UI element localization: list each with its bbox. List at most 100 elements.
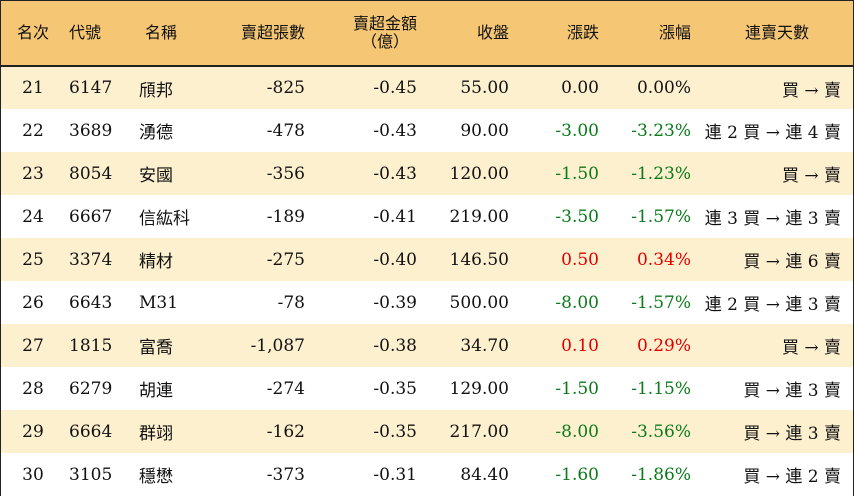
cell-code: 6664 (69, 421, 113, 442)
cell-name: 胡連 (139, 381, 173, 401)
cell-streak: 連 2 買 → 連 4 賣 (704, 123, 841, 143)
header-code: 代號 (65, 1, 133, 67)
table-row: 21 6147 頎邦 -825 -0.45 55.00 0.00 0.00% 買 → 賣 (1, 66, 853, 109)
cell-close: 217.00 (449, 421, 509, 442)
cell-pct: -1.15% (631, 378, 691, 399)
cell-pct: 0.34% (636, 249, 691, 270)
cell-change: 0.10 (561, 335, 599, 356)
cell-close: 500.00 (449, 292, 509, 313)
cell-rank: 29 (22, 421, 44, 442)
cell-net-sell-amount: -0.41 (373, 206, 417, 227)
header-net-sell-lots: 賣超張數 (223, 1, 315, 67)
cell-pct: -1.57% (631, 206, 691, 227)
table-row: 22 3689 湧德 -478 -0.43 90.00 -3.00 -3.23% 連 2 買 →… (1, 109, 853, 152)
cell-net-sell-lots: -356 (266, 163, 305, 184)
cell-net-sell-amount: -0.39 (373, 292, 417, 313)
cell-change: -1.50 (555, 378, 599, 399)
cell-streak: 買 → 賣 (781, 80, 841, 101)
cell-pct: -1.86% (631, 464, 691, 485)
cell-change: -8.00 (555, 421, 599, 442)
cell-net-sell-amount: -0.31 (373, 464, 417, 485)
table-row: 26 6643 M31 -78 -0.39 500.00 -8.00 -1.57% 連 2 買 … (1, 281, 853, 324)
cell-streak: 連 3 買 → 連 3 賣 (704, 209, 841, 229)
cell-net-sell-amount: -0.43 (373, 163, 417, 184)
cell-streak: 連 2 買 → 連 3 賣 (704, 295, 841, 315)
cell-name: 安國 (139, 166, 173, 186)
cell-streak: 買 → 連 3 賣 (743, 381, 841, 401)
header-net-sell-amount: 賣超金額 （億） (315, 1, 427, 67)
table-row: 23 8054 安國 -356 -0.43 120.00 -1.50 -1.23% 買 → 賣 (1, 152, 853, 195)
cell-pct: -1.23% (631, 163, 691, 184)
cell-pct: 0.29% (636, 335, 691, 356)
cell-net-sell-lots: -274 (266, 378, 305, 399)
cell-net-sell-amount: -0.40 (373, 249, 417, 270)
cell-close: 84.40 (460, 464, 509, 485)
cell-code: 1815 (69, 335, 113, 356)
header-change: 漲跌 (519, 1, 609, 67)
cell-name: M31 (139, 292, 179, 313)
cell-code: 3374 (69, 249, 113, 270)
cell-close: 146.50 (449, 249, 509, 270)
cell-net-sell-lots: -373 (266, 464, 305, 485)
table-row: 24 6667 信紘科 -189 -0.41 219.00 -3.50 -1.57% 連 3 買… (1, 195, 853, 238)
cell-net-sell-lots: -189 (266, 206, 305, 227)
cell-pct: -1.57% (631, 292, 691, 313)
cell-streak: 買 → 賣 (781, 166, 841, 186)
header-net-sell-amount-unit: （億） (360, 32, 409, 51)
cell-name: 信紘科 (139, 209, 190, 229)
cell-code: 6147 (69, 78, 113, 98)
cell-name: 湧德 (139, 123, 173, 143)
cell-code: 3105 (69, 464, 113, 485)
cell-close: 120.00 (449, 163, 509, 184)
header-streak: 連賣天數 (701, 1, 853, 67)
cell-code: 6279 (69, 378, 113, 399)
cell-change: -3.50 (555, 206, 599, 227)
header-close: 收盤 (427, 1, 519, 67)
cell-streak: 買 → 賣 (781, 338, 841, 358)
cell-change: -1.50 (555, 163, 599, 184)
cell-code: 6667 (69, 206, 113, 227)
cell-rank: 30 (22, 464, 44, 485)
header-net-sell-amount-label: 賣超金額 (352, 13, 417, 33)
cell-net-sell-amount: -0.43 (373, 120, 417, 141)
header-name: 名稱 (133, 1, 223, 67)
table-row: 30 3105 穩懋 -373 -0.31 84.40 -1.60 -1.86% 買 → 連 2… (1, 453, 853, 496)
table-row: 27 1815 富喬 -1,087 -0.38 34.70 0.10 0.29% 買 → 賣 (1, 324, 853, 367)
cell-name: 頎邦 (139, 80, 173, 101)
cell-code: 3689 (69, 120, 113, 141)
cell-rank: 27 (22, 335, 44, 356)
cell-streak: 買 → 連 3 賣 (743, 424, 841, 444)
cell-net-sell-amount: -0.38 (373, 335, 417, 356)
cell-net-sell-lots: -1,087 (250, 335, 305, 356)
cell-name: 群翊 (139, 424, 173, 444)
cell-rank: 26 (22, 292, 44, 313)
cell-code: 6643 (69, 292, 113, 313)
cell-change: -8.00 (555, 292, 599, 313)
cell-change: 0.00 (561, 78, 599, 98)
cell-pct: -3.23% (631, 120, 691, 141)
table-row: 29 6664 群翊 -162 -0.35 217.00 -8.00 -3.56% 買 → 連 … (1, 410, 853, 453)
header-pct: 漲幅 (609, 1, 701, 67)
cell-net-sell-amount: -0.45 (373, 78, 417, 98)
cell-net-sell-amount: -0.35 (373, 378, 417, 399)
cell-change: 0.50 (561, 249, 599, 270)
cell-rank: 22 (22, 120, 44, 141)
cell-net-sell-lots: -162 (266, 421, 305, 442)
table-header-row: 名次 代號 名稱 賣超張數 賣超金額 （億） 收盤 漲跌 漲幅 連賣天數 (1, 1, 853, 67)
cell-net-sell-lots: -825 (266, 78, 305, 98)
cell-rank: 24 (22, 206, 44, 227)
table-body: 21 6147 頎邦 -825 -0.45 55.00 0.00 0.00% 買 → 賣 22 36… (1, 66, 853, 496)
header-name-label: 名稱 (145, 22, 178, 42)
cell-change: -1.60 (555, 464, 599, 485)
cell-rank: 21 (22, 78, 44, 98)
table-row: 25 3374 精材 -275 -0.40 146.50 0.50 0.34% 買 → 連 6 … (1, 238, 853, 281)
cell-name: 富喬 (139, 338, 173, 358)
cell-name: 精材 (139, 252, 173, 272)
cell-rank: 23 (22, 163, 44, 184)
cell-pct: -3.56% (631, 421, 691, 442)
table-row: 28 6279 胡連 -274 -0.35 129.00 -1.50 -1.15% 買 → 連 … (1, 367, 853, 410)
cell-rank: 28 (22, 378, 44, 399)
cell-streak: 買 → 連 6 賣 (743, 252, 841, 272)
